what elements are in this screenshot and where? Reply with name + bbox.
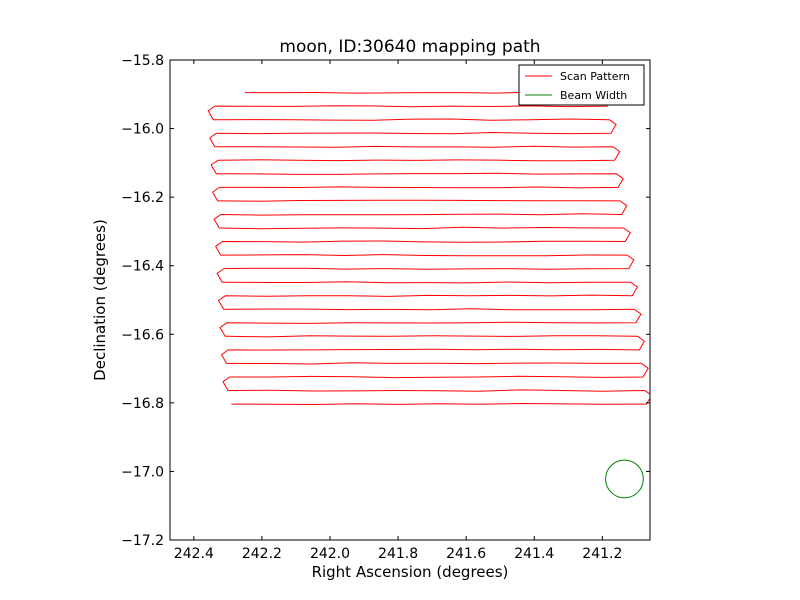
y-tick-label: −17.2 bbox=[121, 533, 164, 549]
y-tick-label: −15.8 bbox=[121, 53, 164, 69]
chart-title: moon, ID:30640 mapping path bbox=[279, 37, 540, 57]
beam-width-circle bbox=[605, 459, 644, 499]
plot-area bbox=[207, 91, 650, 499]
y-axis-label: Declination (degrees) bbox=[91, 219, 109, 381]
x-tick-label: 242.4 bbox=[174, 546, 214, 562]
y-tick-label: −17.0 bbox=[121, 464, 164, 480]
x-axis-label: Right Ascension (degrees) bbox=[312, 563, 509, 581]
x-axis: 242.4 242.2 242.0 241.8 241.6 241.4 241.2 bbox=[174, 60, 622, 562]
y-tick-label: −16.8 bbox=[121, 396, 164, 412]
legend-box bbox=[518, 64, 645, 106]
y-tick-label: −16.2 bbox=[121, 190, 164, 206]
y-axis: −15.8 −16.0 −16.2 −16.4 −16.6 −16.8 −17.0 −17.2 bbox=[121, 53, 650, 549]
scan-pattern-line bbox=[207, 91, 650, 405]
x-tick-label: 241.8 bbox=[378, 546, 418, 562]
x-tick-label: 241.4 bbox=[514, 546, 554, 562]
legend-label-beam-width: Beam Width bbox=[560, 89, 627, 102]
legend: Scan Pattern Beam Width bbox=[518, 64, 645, 106]
y-tick-label: −16.6 bbox=[121, 327, 164, 343]
axes-frame bbox=[169, 59, 651, 541]
y-tick-label: −16.0 bbox=[121, 122, 164, 138]
x-tick-label: 241.6 bbox=[446, 546, 486, 562]
x-tick-label: 242.0 bbox=[310, 546, 350, 562]
x-tick-label: 241.2 bbox=[582, 546, 622, 562]
x-tick-label: 242.2 bbox=[242, 546, 282, 562]
y-tick-label: −16.4 bbox=[121, 259, 164, 275]
legend-label-scan-pattern: Scan Pattern bbox=[560, 70, 630, 83]
